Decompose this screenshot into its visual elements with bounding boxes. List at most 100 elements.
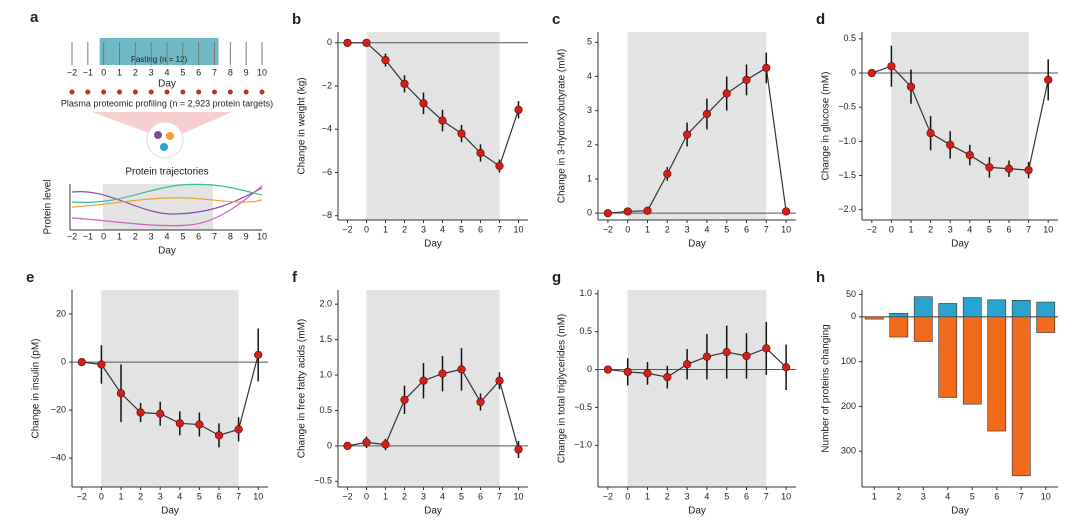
bar [987, 316, 1007, 432]
x-tick-label: 0 [625, 224, 630, 234]
y-tick-label: 1 [587, 173, 592, 183]
day-label: −1 [83, 231, 93, 241]
fasting-shade [627, 32, 767, 220]
trajectory [71, 185, 263, 227]
day-label: 7 [212, 231, 217, 241]
x-tick-label: 6 [1006, 224, 1011, 234]
y-tick-label: 2 [587, 139, 592, 149]
y-tick-label: 2.0 [319, 299, 332, 309]
mean-point [926, 129, 935, 138]
x-tick-label: 3 [421, 491, 426, 501]
mean-point [643, 369, 652, 378]
x-tick-label: 6 [478, 491, 483, 501]
day-label: 7 [212, 67, 217, 77]
y-axis-label: Number of proteins changing [821, 324, 832, 452]
mean-line [607, 347, 787, 378]
x-tick-label: 2 [665, 224, 670, 234]
mean-point [156, 409, 165, 418]
y-tick-label: 100 [841, 356, 856, 366]
x-axis-label: Day [688, 239, 706, 250]
mean-point [514, 105, 523, 114]
bar [889, 316, 909, 338]
profiling-label: Plasma proteomic profiling (n = 2,923 pr… [61, 98, 273, 108]
mean-point [1004, 164, 1014, 173]
y-tick-label: 300 [841, 446, 856, 456]
x-tick-label: 7 [497, 491, 502, 501]
day-label: 5 [180, 231, 185, 241]
y-tick-label: −8 [322, 210, 332, 220]
mean-point [623, 207, 632, 216]
y-tick-label: 0 [851, 67, 856, 77]
day-label: −2 [67, 231, 77, 241]
x-axis-label: Day [688, 506, 706, 517]
mean-point [781, 207, 791, 216]
trajectories-title: Protein trajectories [125, 167, 208, 178]
mean-point [742, 351, 751, 361]
y-axis-label: Change in total triglycerides (mM) [557, 314, 568, 464]
y-tick-label: 0 [587, 208, 592, 218]
day-label: −1 [83, 67, 93, 77]
x-tick-label: 5 [459, 491, 464, 501]
x-tick-label: 5 [724, 491, 729, 501]
bar [938, 303, 958, 318]
y-tick-label: −4 [322, 124, 332, 134]
mean-point [419, 376, 428, 385]
mean-point [722, 348, 731, 357]
day-label: 1 [117, 231, 122, 241]
mean-point [362, 438, 371, 447]
panel-letter: g [552, 269, 561, 286]
y-tick-label: 200 [841, 401, 856, 411]
y-tick-label: −1.0 [574, 440, 592, 450]
fasting-shade [627, 290, 767, 487]
x-tick-label: 5 [987, 224, 992, 234]
x-tick-label: 1 [645, 224, 650, 234]
blood-drop [117, 89, 122, 95]
y-tick-label: 50 [846, 289, 856, 299]
y-tick-label: 0 [61, 356, 66, 366]
x-tick-label: 2 [138, 491, 143, 501]
bar [913, 296, 933, 318]
blood-drop [148, 89, 154, 95]
mean-line [81, 354, 259, 436]
mean-point [343, 441, 352, 450]
x-tick-label: 7 [236, 491, 241, 501]
mean-point [906, 82, 916, 91]
blood-drop [243, 89, 249, 95]
y-tick-label: −20 [51, 404, 66, 414]
x-tick-label: 0 [364, 224, 369, 234]
day-label: 6 [196, 231, 201, 241]
mean-point [457, 129, 466, 138]
x-axis-label: Day [951, 239, 969, 250]
day-label: 10 [257, 67, 267, 77]
x-tick-label: 4 [945, 491, 950, 501]
x-tick-label: 1 [908, 224, 913, 234]
y-tick-label: 0 [327, 37, 332, 47]
day-label: 3 [149, 67, 154, 77]
panel-letter: a [30, 9, 39, 26]
x-tick-label: −2 [77, 491, 87, 501]
mean-point [1024, 165, 1033, 175]
mean-point [514, 445, 523, 454]
bar [913, 316, 933, 342]
x-tick-label: 7 [497, 224, 502, 234]
day-label: 6 [196, 67, 201, 77]
mean-point [643, 206, 652, 215]
x-tick-label: 10 [253, 491, 263, 501]
x-tick-label: 2 [928, 224, 933, 234]
y-tick-label: 5 [587, 37, 592, 47]
x-tick-label: 6 [744, 224, 749, 234]
y-tick-label: −2 [322, 80, 332, 90]
mean-point [195, 420, 204, 429]
mean-point [400, 395, 409, 404]
mean-point [722, 89, 731, 98]
y-axis-label: Change in free fatty acids (mM) [297, 319, 308, 459]
bar [1011, 316, 1031, 477]
x-tick-label: 0 [364, 491, 369, 501]
blood-drop [196, 89, 202, 95]
x-tick-label: 4 [440, 491, 445, 501]
day-label: 0 [101, 67, 106, 77]
fasting-label: Fasting (n = 12) [131, 55, 188, 64]
mean-point [77, 357, 86, 367]
mean-point [381, 55, 390, 65]
